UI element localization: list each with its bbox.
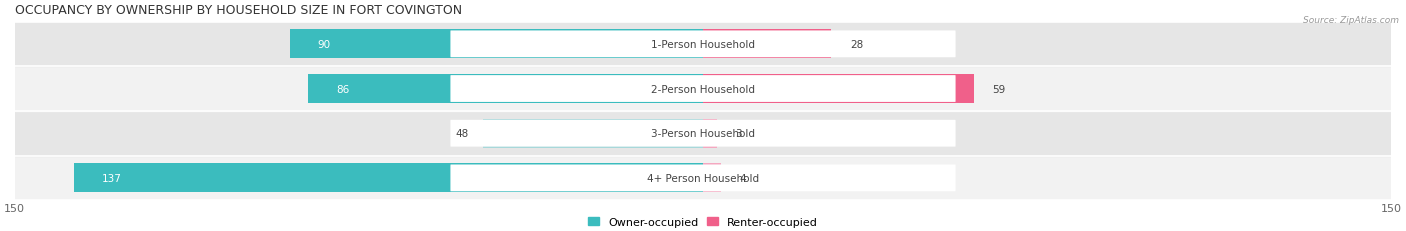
Text: 59: 59 (993, 84, 1005, 94)
Text: 2-Person Household: 2-Person Household (651, 84, 755, 94)
Bar (482, 119, 703, 148)
Bar (14, 67, 1392, 111)
Bar (290, 30, 703, 59)
Text: 3-Person Household: 3-Person Household (651, 129, 755, 139)
Text: 1-Person Household: 1-Person Household (651, 40, 755, 50)
Bar (703, 119, 717, 148)
Text: 4: 4 (740, 173, 747, 183)
FancyBboxPatch shape (450, 165, 956, 191)
Text: 48: 48 (456, 129, 470, 139)
Bar (703, 30, 831, 59)
Text: 3: 3 (735, 129, 742, 139)
Bar (75, 164, 703, 193)
Text: Source: ZipAtlas.com: Source: ZipAtlas.com (1303, 16, 1399, 25)
Text: 90: 90 (318, 40, 330, 50)
Bar (14, 22, 1392, 67)
FancyBboxPatch shape (450, 31, 956, 58)
Text: 137: 137 (101, 173, 122, 183)
Legend: Owner-occupied, Renter-occupied: Owner-occupied, Renter-occupied (588, 217, 818, 227)
Bar (14, 156, 1392, 200)
Bar (703, 164, 721, 193)
Bar (308, 75, 703, 103)
Bar (14, 111, 1392, 156)
FancyBboxPatch shape (450, 120, 956, 147)
Text: 86: 86 (336, 84, 349, 94)
Text: OCCUPANCY BY OWNERSHIP BY HOUSEHOLD SIZE IN FORT COVINGTON: OCCUPANCY BY OWNERSHIP BY HOUSEHOLD SIZE… (14, 4, 461, 17)
FancyBboxPatch shape (450, 76, 956, 103)
Text: 28: 28 (849, 40, 863, 50)
Text: 4+ Person Household: 4+ Person Household (647, 173, 759, 183)
Bar (703, 75, 974, 103)
